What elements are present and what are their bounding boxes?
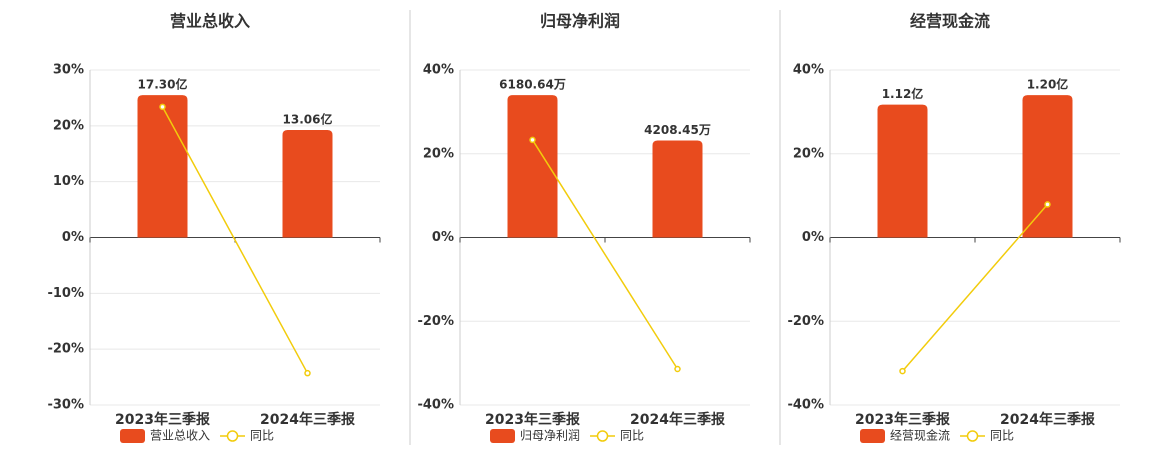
y-tick-label: 20%	[423, 146, 454, 161]
line	[161, 106, 309, 374]
bar	[1022, 95, 1073, 238]
bar	[507, 95, 558, 238]
y-tick-label: -40%	[417, 398, 454, 413]
value-label: 17.30亿	[138, 77, 188, 92]
legend-label: 归母净利润	[520, 429, 580, 443]
y-tick-label: -20%	[787, 314, 824, 329]
value-label: 13.06亿	[283, 112, 333, 127]
y-tick-label: -40%	[787, 398, 824, 413]
y-tick-label: -30%	[47, 398, 84, 413]
y-tick-label: 20%	[53, 118, 84, 133]
legend-label: 营业总收入	[150, 429, 210, 443]
point	[304, 369, 311, 377]
legend-label: 经营现金流	[890, 428, 950, 443]
x-tick-label: 2023年三季报	[115, 411, 210, 428]
y-tick-label: 40%	[793, 63, 824, 78]
value-label: 1.12亿	[882, 86, 924, 101]
legend-swatch	[120, 429, 145, 443]
point	[529, 136, 536, 144]
legend-swatch	[860, 429, 885, 443]
x-tick-label: 2023年三季报	[855, 411, 950, 428]
bar	[877, 104, 928, 238]
x-tick-label: 2024年三季报	[260, 411, 355, 428]
x-tick-label: 2024年三季报	[630, 411, 725, 428]
x-tick-label: 2023年三季报	[485, 411, 580, 428]
bar	[137, 95, 188, 238]
y-tick-label: 0%	[432, 230, 454, 245]
chart-title: 经营现金流	[910, 12, 990, 31]
chart-title: 归母净利润	[540, 12, 620, 31]
y-tick-label: 0%	[62, 230, 84, 245]
y-tick-label: -10%	[47, 286, 84, 301]
y-tick-label: 40%	[423, 63, 454, 78]
y-tick-label: 0%	[802, 230, 824, 245]
bar	[282, 130, 333, 238]
y-tick-label: 20%	[793, 146, 824, 161]
y-tick-label: 30%	[53, 63, 84, 78]
value-label: 4208.45万	[644, 123, 711, 137]
chart-title: 营业总收入	[170, 12, 250, 31]
legend-swatch	[966, 430, 979, 442]
legend-swatch	[490, 429, 515, 443]
y-tick-label: 10%	[53, 174, 84, 189]
value-label: 1.20亿	[1027, 77, 1069, 92]
point	[899, 367, 906, 375]
point	[1044, 201, 1051, 208]
line	[531, 139, 679, 370]
point	[159, 103, 166, 111]
legend-label: 同比	[990, 429, 1014, 443]
line	[901, 203, 1049, 372]
bar	[652, 140, 703, 238]
legend-swatch	[226, 430, 239, 442]
y-tick-label: -20%	[47, 342, 84, 357]
legend-swatch	[596, 430, 609, 442]
legend-label: 同比	[250, 429, 274, 443]
x-tick-label: 2024年三季报	[1000, 411, 1095, 428]
value-label: 6180.64万	[499, 78, 566, 92]
y-tick-label: -20%	[417, 314, 454, 329]
point	[674, 365, 681, 373]
legend-label: 同比	[620, 429, 644, 443]
